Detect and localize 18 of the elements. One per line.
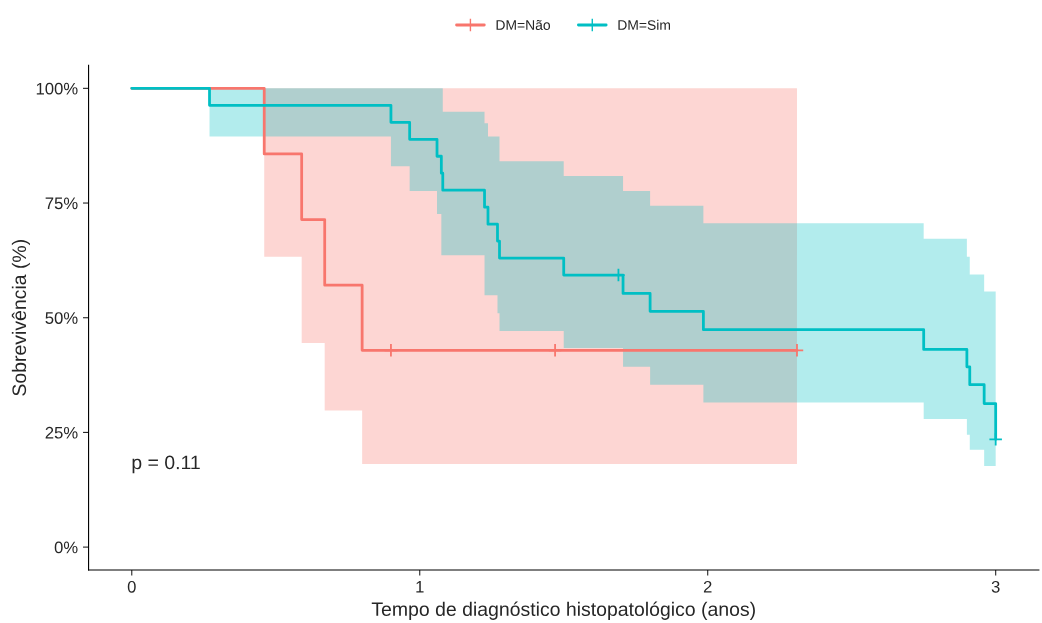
x-tick-label: 3 <box>991 580 1000 593</box>
legend-label: DM=Sim <box>618 19 670 30</box>
y-tick-label: 75% <box>45 197 78 210</box>
x-axis-title: Tempo de diagnóstico histopatológico (anos) <box>371 601 755 620</box>
point <box>547 343 563 358</box>
y-tick-label: 0% <box>54 541 78 554</box>
y-axis-title: Sobrevivência (%) <box>11 240 30 396</box>
x-tick-label: 1 <box>416 581 424 593</box>
y-tick-label: 50% <box>45 312 78 324</box>
point <box>383 343 399 358</box>
annotation: p = 0.11 <box>132 455 200 474</box>
y-tick-label: 25% <box>45 426 78 439</box>
x-tick-label: 2 <box>703 580 712 593</box>
point <box>988 432 1003 447</box>
point <box>789 343 805 358</box>
y-tick-label: 100% <box>36 82 78 95</box>
x-tick-label: 0 <box>127 580 136 593</box>
legend-label: DM=Não <box>496 19 551 30</box>
